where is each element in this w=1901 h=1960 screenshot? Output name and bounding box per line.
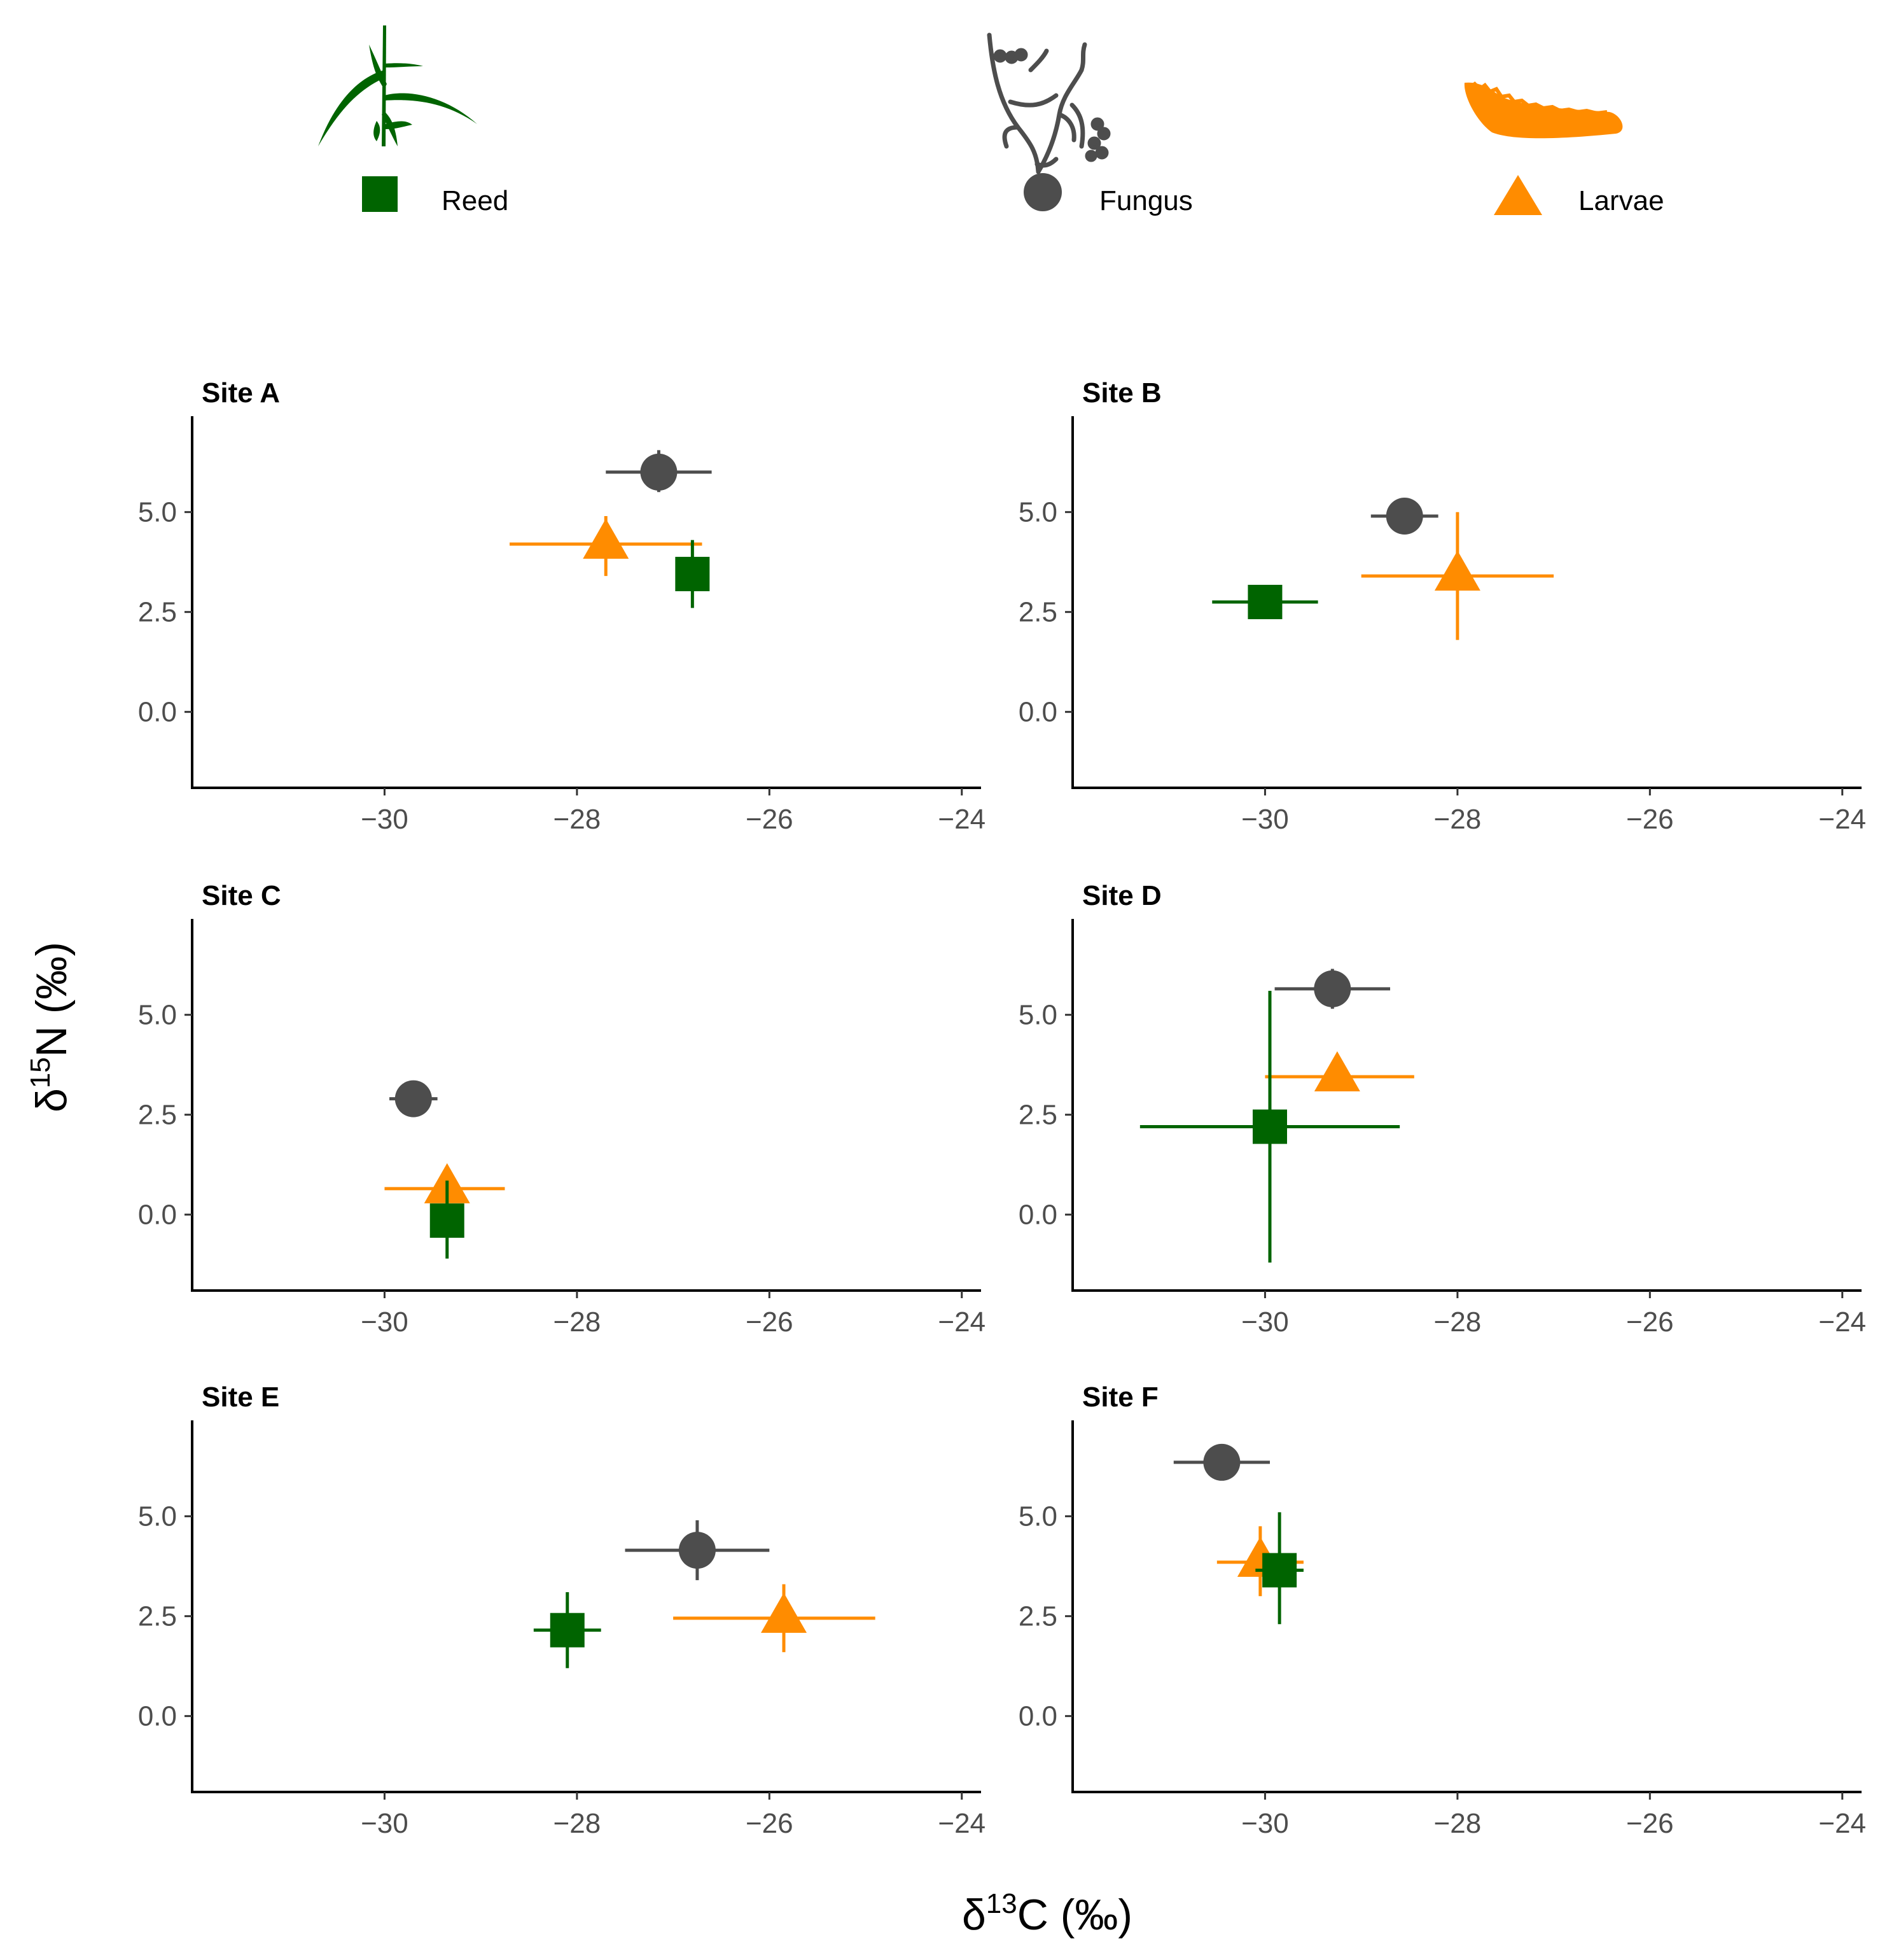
x-tick-label: −24 (1818, 1306, 1866, 1338)
y-tick-label: 0.0 (138, 1701, 177, 1732)
legend-label-reed: Reed (442, 185, 508, 216)
point-reed (1248, 585, 1283, 619)
x-tick-label: −24 (938, 1306, 985, 1338)
reed-plant-icon (318, 25, 477, 146)
x-tick-label: −28 (554, 804, 601, 835)
x-tick-label: −26 (746, 804, 793, 835)
panel-title: Site C (202, 880, 281, 911)
x-tick-label: −30 (1241, 1306, 1289, 1338)
y-tick-label: 5.0 (1019, 497, 1057, 528)
x-tick-label: −28 (554, 1306, 601, 1338)
legend-marker-fungus (1024, 173, 1062, 211)
y-tick-label: 5.0 (138, 497, 177, 528)
panel-title: Site A (202, 377, 280, 409)
point-reed (1253, 1109, 1287, 1144)
x-tick-label: −30 (361, 1808, 408, 1839)
x-tick-label: −24 (1818, 804, 1866, 835)
point-fungus (678, 1532, 716, 1569)
y-tick-label: 5.0 (1019, 1000, 1057, 1031)
panel-title: Site B (1082, 377, 1162, 409)
point-larvae (1434, 550, 1480, 591)
legend-label-fungus: Fungus (1099, 185, 1193, 216)
y-tick-label: 0.0 (1019, 697, 1057, 728)
x-tick-label: −28 (554, 1808, 601, 1839)
point-larvae (583, 518, 629, 559)
larva-icon (1464, 81, 1623, 139)
legend: Reed Fungus Larva (318, 25, 1664, 216)
point-reed (1262, 1553, 1297, 1588)
point-reed (429, 1203, 464, 1238)
point-reed (675, 557, 710, 592)
point-fungus (394, 1080, 432, 1117)
legend-marker-larvae (1494, 175, 1542, 215)
panel-site-d: Site D 0.0 2.5 5.0 −30 −28 −26 −24 (1019, 880, 1866, 1338)
point-larvae (1314, 1051, 1360, 1092)
y-tick-label: 2.5 (1019, 1601, 1057, 1632)
y-tick-label: 0.0 (138, 697, 177, 728)
point-reed (550, 1613, 585, 1648)
y-axis-title: δ15N (‰) (25, 942, 76, 1112)
y-tick-label: 0.0 (1019, 1200, 1057, 1231)
x-tick-label: −28 (1434, 1306, 1482, 1338)
point-fungus (1386, 497, 1423, 535)
x-tick-label: −24 (938, 804, 985, 835)
point-fungus (1203, 1443, 1241, 1481)
panel-site-b: Site B 0.0 2.5 5.0 −30 −28 −26 −24 (1019, 377, 1866, 835)
x-tick-label: −30 (361, 1306, 408, 1338)
y-tick-label: 2.5 (1019, 597, 1057, 628)
legend-label-larvae: Larvae (1578, 185, 1664, 216)
panel-site-c: Site C 0.0 2.5 5.0 −30 −28 −26 −24 (138, 880, 985, 1338)
panel-title: Site D (1082, 880, 1162, 911)
x-tick-label: −26 (1626, 804, 1674, 835)
panel-title: Site E (202, 1382, 279, 1413)
y-tick-label: 2.5 (1019, 1100, 1057, 1131)
y-tick-label: 0.0 (138, 1200, 177, 1231)
panel-site-f: Site F 0.0 2.5 5.0 −30 −28 −26 −24 (1019, 1382, 1866, 1839)
panels: Site A 0.0 2.5 5.0 −30 −28 −26 −24 Site B 0.0 2.5 5… (138, 377, 1866, 1839)
y-tick-label: 5.0 (138, 1000, 177, 1031)
x-tick-label: −26 (1626, 1808, 1674, 1839)
y-tick-label: 5.0 (138, 1501, 177, 1532)
x-tick-label: −30 (1241, 804, 1289, 835)
x-tick-label: −24 (938, 1808, 985, 1839)
legend-marker-reed (362, 176, 398, 212)
fungus-hyphae-icon (987, 32, 1111, 174)
point-fungus (640, 453, 678, 491)
x-tick-label: −26 (746, 1808, 793, 1839)
y-tick-label: 5.0 (1019, 1501, 1057, 1532)
x-tick-label: −28 (1434, 804, 1482, 835)
x-tick-label: −24 (1818, 1808, 1866, 1839)
x-tick-label: −28 (1434, 1808, 1482, 1839)
x-tick-label: −26 (746, 1306, 793, 1338)
x-tick-label: −26 (1626, 1306, 1674, 1338)
y-tick-label: 2.5 (138, 597, 177, 628)
y-tick-label: 2.5 (138, 1601, 177, 1632)
panel-site-a: Site A 0.0 2.5 5.0 −30 −28 −26 −24 (138, 377, 985, 835)
point-fungus (1314, 970, 1351, 1007)
panel-site-e: Site E 0.0 2.5 5.0 −30 −28 −26 −24 (138, 1382, 985, 1839)
x-axis-title: δ13C (‰) (962, 1888, 1132, 1939)
panel-title: Site F (1082, 1382, 1159, 1413)
point-larvae (761, 1592, 807, 1633)
y-tick-label: 0.0 (1019, 1701, 1057, 1732)
x-tick-label: −30 (1241, 1808, 1289, 1839)
x-tick-label: −30 (361, 804, 408, 835)
y-tick-label: 2.5 (138, 1100, 177, 1131)
